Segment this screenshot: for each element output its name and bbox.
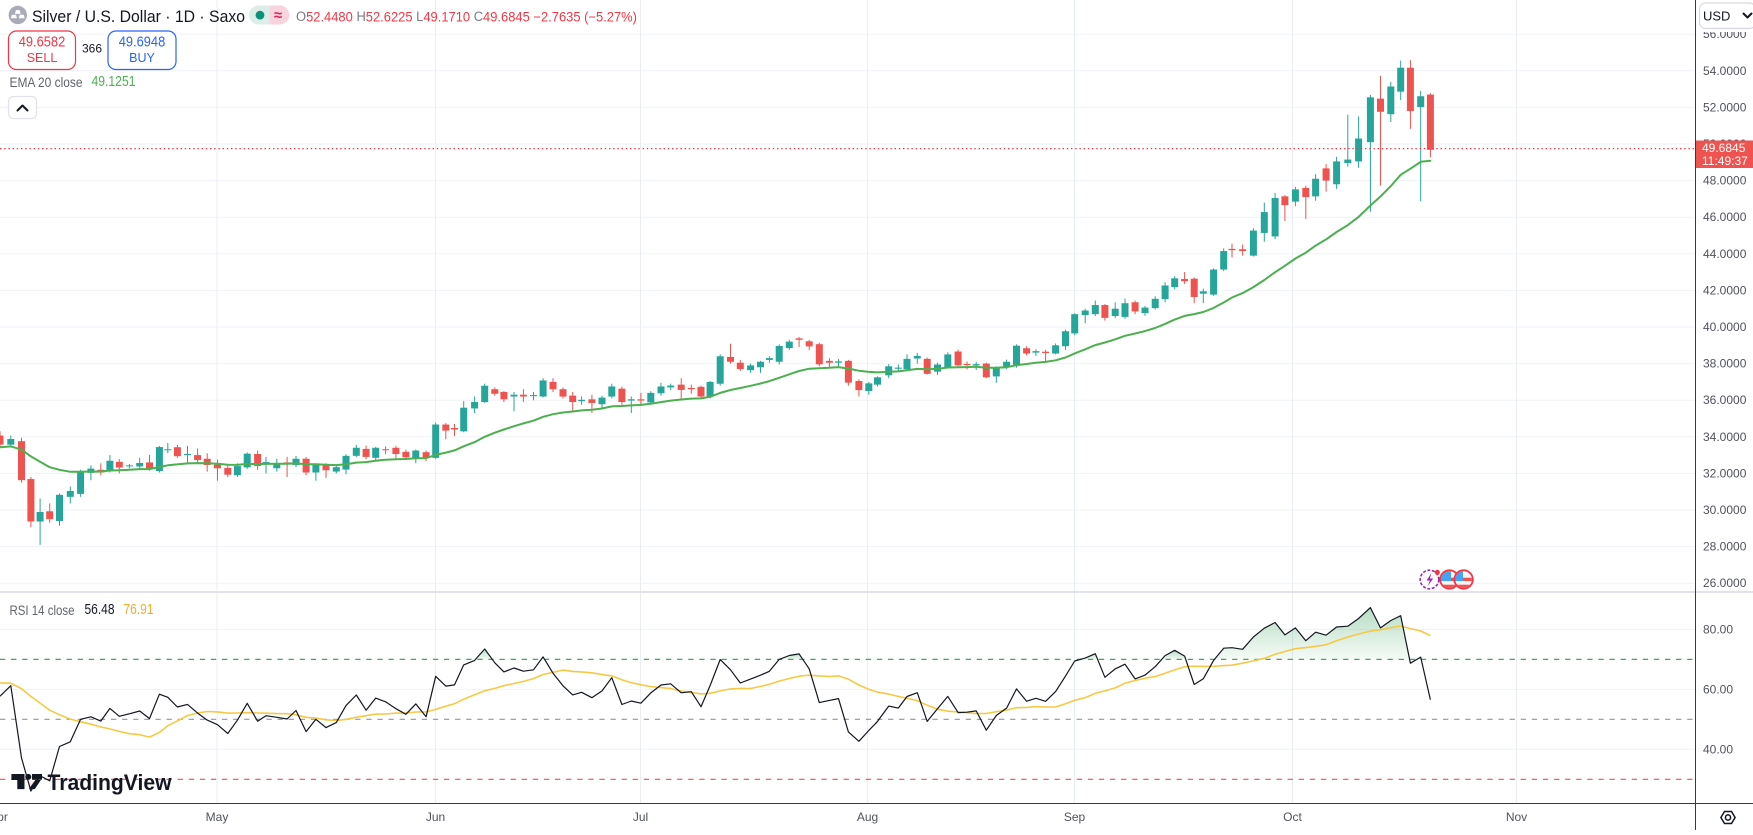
svg-text:USD: USD (1703, 9, 1730, 24)
svg-text:49.6845: 49.6845 (1702, 141, 1746, 155)
svg-text:May: May (206, 810, 229, 824)
svg-text:O52.4480 H52.6225 L49.1710 C49: O52.4480 H52.6225 L49.1710 C49.6845 −2.7… (296, 9, 637, 24)
svg-text:28.0000: 28.0000 (1703, 540, 1747, 554)
svg-text:48.0000: 48.0000 (1703, 174, 1747, 188)
svg-text:36.0000: 36.0000 (1703, 393, 1747, 407)
svg-text:RSI 14 close: RSI 14 close (10, 602, 75, 618)
svg-text:56.48: 56.48 (85, 602, 115, 618)
svg-text:11:49:37: 11:49:37 (1702, 154, 1748, 168)
svg-text:Apr: Apr (0, 810, 8, 824)
svg-text:49.1251: 49.1251 (92, 74, 136, 90)
svg-text:40.00: 40.00 (1703, 742, 1733, 756)
svg-text:49.6948: 49.6948 (119, 34, 166, 51)
svg-text:54.0000: 54.0000 (1703, 64, 1747, 78)
svg-text:Aug: Aug (857, 810, 878, 824)
svg-text:26.0000: 26.0000 (1703, 576, 1747, 590)
svg-text:366: 366 (82, 42, 102, 56)
svg-text:46.0000: 46.0000 (1703, 210, 1747, 224)
svg-text:≈: ≈ (274, 7, 282, 24)
svg-text:80.00: 80.00 (1703, 622, 1733, 636)
svg-text:60.00: 60.00 (1703, 682, 1733, 696)
svg-text:SELL: SELL (27, 51, 58, 65)
svg-text:Nov: Nov (1506, 810, 1527, 824)
svg-text:Jun: Jun (426, 810, 445, 824)
svg-text:38.0000: 38.0000 (1703, 357, 1747, 371)
svg-text:BUY: BUY (129, 51, 155, 65)
svg-text:44.0000: 44.0000 (1703, 247, 1747, 261)
svg-text:30.0000: 30.0000 (1703, 503, 1747, 517)
svg-text:76.91: 76.91 (124, 602, 154, 618)
svg-text:EMA 20 close: EMA 20 close (10, 74, 83, 90)
svg-text:Silver / U.S. Dollar · 1D · Sa: Silver / U.S. Dollar · 1D · Saxo (32, 7, 245, 26)
svg-text:34.0000: 34.0000 (1703, 430, 1747, 444)
svg-text:Jul: Jul (633, 810, 648, 824)
svg-text:TradingView: TradingView (48, 770, 173, 795)
svg-text:40.0000: 40.0000 (1703, 320, 1747, 334)
svg-text:52.0000: 52.0000 (1703, 100, 1747, 114)
svg-text:49.6582: 49.6582 (19, 34, 66, 51)
svg-text:42.0000: 42.0000 (1703, 283, 1747, 297)
svg-text:32.0000: 32.0000 (1703, 466, 1747, 480)
svg-text:Sep: Sep (1064, 810, 1086, 824)
svg-text:Oct: Oct (1283, 810, 1302, 824)
